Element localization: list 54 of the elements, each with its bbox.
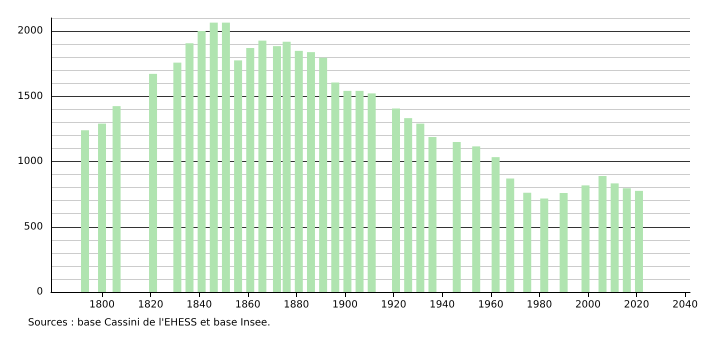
x-tick-label: 1880 (284, 300, 310, 310)
bar (185, 43, 194, 292)
x-tick-label: 1920 (380, 300, 406, 310)
bar (331, 82, 340, 292)
bar (598, 176, 607, 292)
bar (428, 136, 436, 292)
y-tick-label: 1500 (18, 90, 43, 102)
bar (392, 108, 400, 292)
bar (506, 178, 514, 292)
bar (306, 52, 315, 292)
bar (404, 118, 412, 292)
bar (210, 22, 218, 292)
bar (452, 142, 461, 292)
bar (319, 58, 328, 292)
bar (622, 188, 631, 292)
bar (492, 157, 500, 292)
bar (198, 31, 206, 292)
bar (356, 90, 364, 292)
bar (294, 50, 303, 292)
bar (523, 192, 532, 292)
bar (540, 198, 548, 292)
y-tick-label: 1000 (18, 156, 43, 168)
y-tick-label: 2000 (18, 26, 43, 37)
x-tick-label: 2040 (672, 300, 698, 310)
bar (234, 60, 242, 292)
x-tick-label: 1940 (429, 300, 455, 310)
bar (610, 183, 619, 292)
x-tick-label: 1820 (138, 300, 164, 310)
x-tick-label: 1980 (526, 300, 552, 310)
bar (634, 190, 643, 292)
x-tick-label: 2000 (575, 300, 601, 310)
bar (368, 93, 376, 292)
bar (258, 40, 266, 292)
bar (112, 106, 121, 292)
bar (81, 130, 90, 292)
x-tick-label: 1960 (478, 300, 504, 310)
bar (416, 124, 424, 292)
x-tick-label: 1900 (332, 300, 358, 310)
bar (560, 192, 568, 292)
x-tick-label: 1840 (186, 300, 212, 310)
x-tick-label: 1800 (89, 300, 115, 310)
bar (173, 62, 182, 292)
y-tick-label: 500 (24, 221, 43, 232)
bar (149, 74, 158, 292)
x-tick-label: 2020 (624, 300, 650, 310)
y-tick-label: 0 (36, 286, 43, 298)
bar (343, 90, 352, 292)
bar (222, 22, 230, 292)
bar (246, 48, 254, 292)
bar (472, 146, 480, 292)
source-note: Sources : base Cassini de l'EHESS et base Insee. (28, 318, 270, 328)
bar (582, 185, 590, 292)
x-tick-label: 1860 (235, 300, 261, 310)
bar (98, 124, 106, 292)
